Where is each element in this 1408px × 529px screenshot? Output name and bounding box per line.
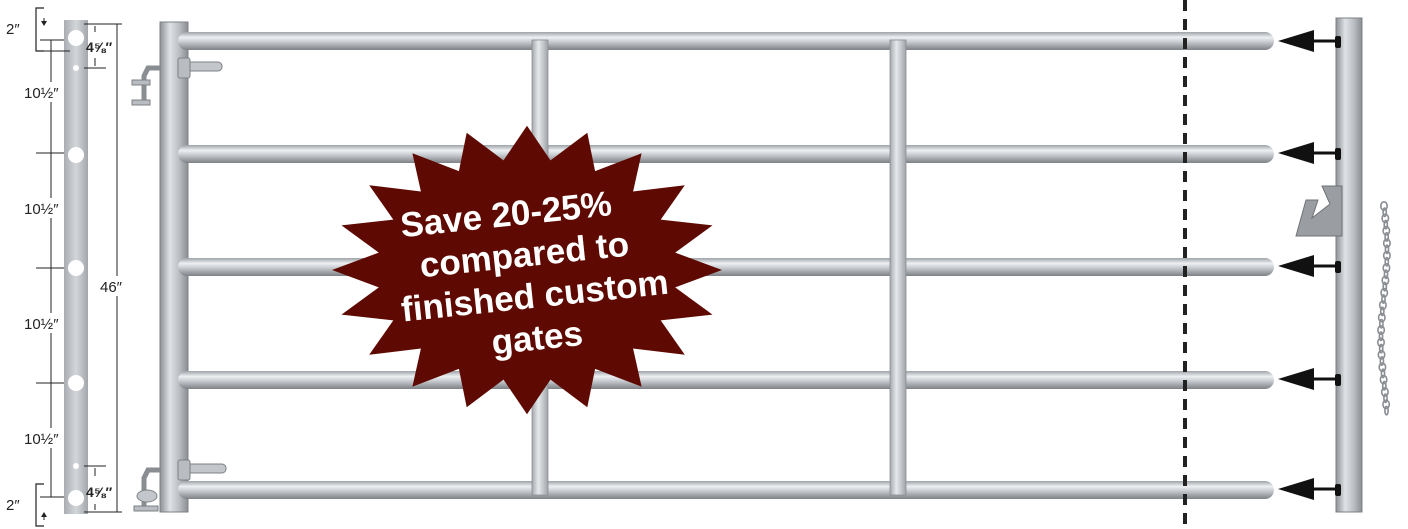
burst-badge <box>332 125 722 415</box>
chain-link <box>1377 337 1386 348</box>
dimension-spacing-2: 10½″ <box>24 201 59 218</box>
chain-link <box>1382 250 1391 261</box>
chain-link <box>1382 225 1391 236</box>
hole <box>68 147 84 163</box>
hole <box>68 490 84 506</box>
chain-link <box>1379 306 1385 317</box>
dimension-spacing-4: 10½″ <box>24 431 59 448</box>
dimension-top-offset: 2″ <box>6 21 20 38</box>
chain-link <box>1378 362 1387 373</box>
rails <box>178 32 1274 499</box>
dimension-total-height: 46″ <box>100 279 123 296</box>
chain-link <box>1384 244 1390 255</box>
rail <box>178 32 1274 50</box>
hole <box>73 463 79 469</box>
chain-link <box>1383 219 1389 230</box>
arrow-left-icon <box>1278 255 1336 277</box>
chain-link <box>1381 293 1386 304</box>
latch-icon <box>1295 185 1343 237</box>
dimension-top-hole-gap: 4⅝″ <box>86 39 112 55</box>
hinge-icon <box>131 57 223 106</box>
chain-link <box>1381 213 1390 224</box>
top-offset-bracket <box>35 7 44 52</box>
chain-link <box>1378 331 1384 342</box>
chain-link <box>1377 324 1386 335</box>
rail <box>178 371 1274 389</box>
dimension-bottom-hole-gap: 4⅝″ <box>86 484 112 500</box>
arrow-left-icon <box>1278 478 1336 500</box>
arrow-left-icon <box>1278 30 1336 52</box>
chain-link <box>1382 281 1388 292</box>
promo-burst: Save 20-25% compared to finished custom … <box>332 125 722 415</box>
chain-link <box>1382 238 1391 249</box>
hole <box>68 260 84 276</box>
chain-link <box>1378 343 1384 354</box>
adjustment-arrows <box>1278 30 1336 500</box>
vertical-brace <box>889 39 907 496</box>
chain-link <box>1383 269 1389 280</box>
rail <box>178 145 1274 163</box>
chain-link <box>1384 256 1390 267</box>
chain-link <box>1381 275 1390 286</box>
chain-link <box>1379 318 1384 329</box>
dimension-spacing-3: 10½″ <box>24 316 59 333</box>
chain-icon <box>1377 201 1391 416</box>
chain-link <box>1382 207 1388 218</box>
arrow-left-icon <box>1278 142 1336 164</box>
dimension-bottom-offset: 2″ <box>6 497 20 514</box>
chain-link <box>1384 405 1389 416</box>
chain-link <box>1380 368 1386 379</box>
promo-line-4: gates <box>490 314 585 362</box>
rail <box>178 481 1274 499</box>
measurement-strip: 2″ 4⅝″ 10½″ 10½″ 10½″ 10½″ 46″ 4⅝″ <box>6 7 130 527</box>
hole <box>68 30 84 46</box>
chain-link <box>1381 380 1387 391</box>
chain-link <box>1382 399 1391 410</box>
chain-link <box>1377 312 1386 323</box>
chain-link <box>1377 349 1386 360</box>
chain-link <box>1378 300 1387 311</box>
chain-link <box>1383 393 1388 404</box>
chain-link <box>1380 386 1389 397</box>
bottom-offset-bracket <box>35 483 44 527</box>
dimension-spacing-1: 10½″ <box>24 85 59 102</box>
hinge-icon <box>133 459 227 512</box>
hole <box>68 375 84 391</box>
gate <box>131 17 1391 513</box>
arrow-left-icon <box>1278 368 1336 390</box>
hole <box>73 65 79 71</box>
chain-link <box>1379 355 1385 366</box>
chain-link <box>1384 232 1390 243</box>
chain-link <box>1382 262 1391 273</box>
